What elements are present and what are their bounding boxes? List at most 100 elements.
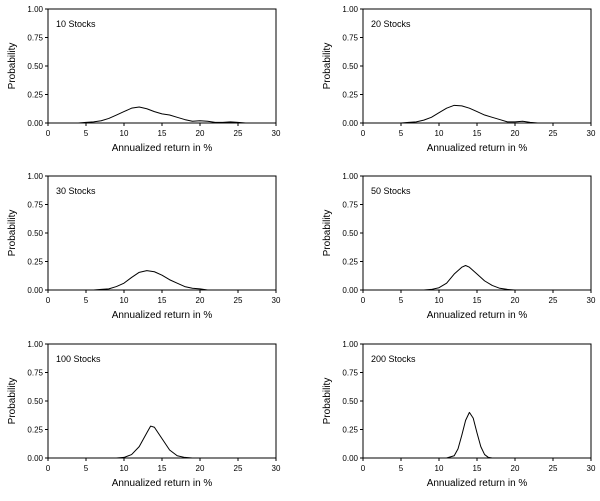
x-tick-label: 5 (84, 296, 89, 305)
x-tick-label: 10 (120, 464, 129, 473)
x-tick-label: 0 (361, 464, 366, 473)
y-axis-label: Probability (7, 210, 18, 257)
x-tick-label: 10 (120, 296, 129, 305)
y-tick-label: 0.00 (342, 119, 358, 128)
x-tick-label: 15 (158, 296, 167, 305)
x-tick-label: 5 (84, 464, 89, 473)
x-tick-label: 0 (361, 296, 366, 305)
density-curve (47, 106, 277, 124)
x-tick-label: 30 (587, 129, 596, 138)
panel-title: 20 Stocks (371, 19, 411, 29)
x-tick-label: 30 (587, 464, 596, 473)
x-tick-label: 0 (46, 464, 51, 473)
x-tick-label: 25 (234, 464, 243, 473)
x-tick-label: 15 (473, 464, 482, 473)
x-tick-label: 30 (272, 296, 281, 305)
y-tick-label: 1.00 (342, 340, 358, 349)
y-tick-label: 0.75 (27, 201, 43, 210)
y-tick-label: 0.75 (27, 34, 43, 43)
y-tick-label: 0.75 (342, 369, 358, 378)
x-tick-label: 20 (196, 464, 205, 473)
x-tick-label: 25 (234, 296, 243, 305)
density-curve (362, 104, 592, 124)
x-tick-label: 0 (46, 129, 51, 138)
y-tick-label: 1.00 (27, 340, 43, 349)
y-tick-label: 0.00 (342, 454, 358, 463)
x-tick-label: 20 (196, 129, 205, 138)
chart-panel: 0.00 0.25 0.50 0.75 1.00 0 5 10 15 20 25 30 Annualiz… (7, 172, 281, 321)
x-tick-label: 25 (549, 296, 558, 305)
y-tick-label: 0.00 (27, 286, 43, 295)
y-tick-label: 0.50 (342, 229, 358, 238)
x-tick-label: 0 (361, 129, 366, 138)
x-tick-label: 0 (46, 296, 51, 305)
x-tick-label: 5 (399, 464, 404, 473)
y-tick-label: 0.00 (27, 119, 43, 128)
x-tick-label: 20 (196, 296, 205, 305)
x-tick-label: 10 (435, 464, 444, 473)
y-tick-label: 0.50 (27, 397, 43, 406)
y-tick-label: 0.25 (27, 91, 43, 100)
x-tick-label: 20 (511, 296, 520, 305)
y-tick-label: 1.00 (342, 172, 358, 181)
x-tick-label: 5 (399, 296, 404, 305)
x-tick-label: 20 (511, 129, 520, 138)
y-axis-label: Probability (7, 378, 18, 425)
y-tick-label: 0.50 (27, 62, 43, 71)
y-tick-label: 0.50 (342, 62, 358, 71)
x-tick-label: 15 (473, 129, 482, 138)
x-tick-label: 15 (158, 129, 167, 138)
x-tick-label: 25 (549, 464, 558, 473)
x-tick-label: 30 (272, 464, 281, 473)
density-curve (362, 264, 592, 291)
y-tick-label: 0.25 (27, 258, 43, 267)
y-tick-label: 0.00 (342, 286, 358, 295)
x-axis-label: Annualized return in % (427, 478, 528, 489)
y-tick-label: 0.75 (342, 34, 358, 43)
x-tick-label: 10 (435, 296, 444, 305)
y-tick-label: 0.25 (27, 426, 43, 435)
x-axis-label: Annualized return in % (112, 478, 213, 489)
x-tick-label: 30 (587, 296, 596, 305)
x-tick-label: 25 (549, 129, 558, 138)
y-tick-label: 0.50 (27, 229, 43, 238)
y-axis-label: Probability (322, 378, 333, 425)
x-tick-label: 15 (473, 296, 482, 305)
x-tick-label: 30 (272, 129, 281, 138)
y-tick-label: 1.00 (27, 172, 43, 181)
y-tick-label: 0.25 (342, 426, 358, 435)
x-tick-label: 15 (158, 464, 167, 473)
panel-title: 200 Stocks (371, 354, 416, 364)
y-tick-label: 0.75 (342, 201, 358, 210)
x-axis-label: Annualized return in % (427, 310, 528, 321)
panel-title: 30 Stocks (56, 186, 96, 196)
y-axis-label: Probability (7, 43, 18, 90)
y-axis-label: Probability (322, 210, 333, 257)
y-tick-label: 0.50 (342, 397, 358, 406)
chart-panel: 0.00 0.25 0.50 0.75 1.00 0 5 10 15 20 25 30 Annualiz… (7, 340, 281, 489)
x-axis-label: Annualized return in % (112, 143, 213, 154)
x-tick-label: 10 (120, 129, 129, 138)
y-tick-label: 0.75 (27, 369, 43, 378)
density-curve (362, 411, 592, 459)
y-tick-label: 1.00 (27, 5, 43, 14)
chart-panel: 0.00 0.25 0.50 0.75 1.00 0 5 10 15 20 25 30 Annualiz… (322, 172, 596, 321)
density-curve (47, 270, 277, 291)
chart-panel: 0.00 0.25 0.50 0.75 1.00 0 5 10 15 20 25 30 Annualiz… (322, 5, 596, 154)
panel-title: 100 Stocks (56, 354, 101, 364)
density-curve (47, 425, 277, 459)
y-axis-label: Probability (322, 43, 333, 90)
x-axis-label: Annualized return in % (427, 143, 528, 154)
y-tick-label: 0.00 (27, 454, 43, 463)
x-tick-label: 10 (435, 129, 444, 138)
panel-title: 50 Stocks (371, 186, 411, 196)
y-tick-label: 1.00 (342, 5, 358, 14)
x-tick-label: 5 (84, 129, 89, 138)
panel-title: 10 Stocks (56, 19, 96, 29)
x-tick-label: 5 (399, 129, 404, 138)
chart-panel: 0.00 0.25 0.50 0.75 1.00 0 5 10 15 20 25 30 Annualiz… (7, 5, 281, 154)
y-tick-label: 0.25 (342, 258, 358, 267)
x-tick-label: 20 (511, 464, 520, 473)
x-tick-label: 25 (234, 129, 243, 138)
